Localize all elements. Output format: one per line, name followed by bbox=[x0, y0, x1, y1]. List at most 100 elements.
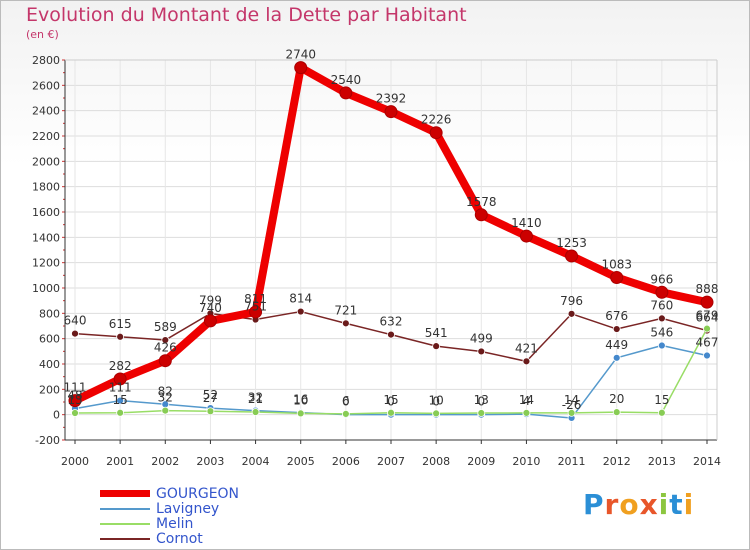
data-label-gourgeon: 811 bbox=[244, 292, 267, 306]
data-label-cornot: 615 bbox=[109, 317, 132, 331]
chart-data-labels: 1112824267408112740254023922226157814101… bbox=[64, 48, 719, 412]
data-point-lavigney bbox=[657, 341, 666, 350]
data-label-lavigney: 0 bbox=[342, 395, 350, 409]
y-tick-label: 2800 bbox=[32, 54, 60, 67]
data-point-lavigney bbox=[612, 353, 621, 362]
x-tick-label: 2002 bbox=[151, 455, 179, 468]
data-label-lavigney: 16 bbox=[293, 393, 308, 407]
data-point-cornot bbox=[477, 347, 486, 356]
data-point-gourgeon bbox=[294, 61, 308, 75]
data-label-lavigney: 0 bbox=[477, 395, 485, 409]
data-point-cornot bbox=[341, 319, 350, 328]
data-label-melin: 6 bbox=[342, 394, 350, 408]
chart-series bbox=[68, 61, 714, 422]
data-point-melin bbox=[612, 408, 621, 417]
data-point-melin bbox=[657, 408, 666, 417]
data-label-melin: 14 bbox=[519, 393, 534, 407]
data-label-melin: 13 bbox=[474, 393, 489, 407]
data-label-cornot: 541 bbox=[425, 326, 448, 340]
data-label-melin: 14 bbox=[564, 393, 579, 407]
logo-letter: x bbox=[639, 488, 659, 521]
data-label-gourgeon: 1410 bbox=[511, 216, 542, 230]
data-point-gourgeon bbox=[158, 354, 172, 368]
legend-item-cornot: Cornot bbox=[100, 531, 203, 547]
proxiti-logo: Proxiti bbox=[583, 488, 694, 521]
data-point-gourgeon bbox=[700, 295, 714, 309]
data-point-melin bbox=[71, 409, 79, 417]
data-point-melin bbox=[296, 409, 305, 418]
data-point-melin bbox=[116, 408, 125, 417]
x-tick-label: 2011 bbox=[558, 455, 586, 468]
x-tick-label: 2003 bbox=[196, 455, 224, 468]
y-tick-label: 1200 bbox=[32, 257, 60, 270]
x-tick-label: 2014 bbox=[693, 455, 721, 468]
data-label-lavigney: 48 bbox=[67, 389, 82, 403]
y-tick-label: 1600 bbox=[32, 206, 60, 219]
data-point-gourgeon bbox=[655, 285, 669, 299]
data-point-gourgeon bbox=[565, 249, 579, 263]
data-label-cornot: 799 bbox=[199, 293, 222, 307]
data-point-cornot bbox=[657, 314, 666, 323]
data-label-gourgeon: 966 bbox=[650, 272, 673, 286]
data-point-gourgeon bbox=[113, 372, 127, 386]
data-point-gourgeon bbox=[339, 86, 353, 100]
data-point-cornot bbox=[612, 325, 621, 333]
data-point-melin bbox=[161, 406, 170, 415]
data-point-cornot bbox=[432, 342, 441, 351]
data-point-cornot bbox=[522, 357, 531, 366]
data-label-gourgeon: 1253 bbox=[556, 236, 587, 250]
data-label-lavigney: 32 bbox=[248, 391, 263, 405]
data-label-cornot: 814 bbox=[289, 292, 312, 306]
legend-swatch bbox=[100, 522, 150, 525]
data-label-lavigney: 449 bbox=[605, 338, 628, 352]
data-label-gourgeon: 2740 bbox=[285, 48, 316, 62]
y-tick-label: 400 bbox=[39, 358, 60, 371]
x-tick-label: 2012 bbox=[603, 455, 631, 468]
data-label-cornot: 421 bbox=[515, 341, 538, 355]
y-tick-label: 600 bbox=[39, 333, 60, 346]
legend-item-melin: Melin bbox=[100, 516, 193, 532]
data-point-melin bbox=[567, 408, 576, 417]
y-tick-label: 2000 bbox=[32, 155, 60, 168]
logo-letter: i bbox=[658, 488, 670, 521]
x-tick-label: 2007 bbox=[377, 455, 405, 468]
data-point-gourgeon bbox=[519, 229, 533, 243]
legend-label: GOURGEON bbox=[156, 485, 240, 502]
y-tick-label: 1800 bbox=[32, 181, 60, 194]
y-tick-label: 1000 bbox=[32, 282, 60, 295]
data-point-cornot bbox=[116, 332, 125, 341]
chart-axes: -200020040060080010001200140016001800200… bbox=[32, 54, 721, 468]
x-tick-label: 2004 bbox=[242, 455, 270, 468]
data-point-gourgeon bbox=[384, 105, 398, 119]
x-tick-label: 2005 bbox=[287, 455, 315, 468]
data-label-gourgeon: 888 bbox=[696, 282, 719, 296]
data-label-cornot: 796 bbox=[560, 294, 583, 308]
data-point-cornot bbox=[567, 309, 576, 318]
data-label-lavigney: 0 bbox=[432, 395, 440, 409]
data-point-melin bbox=[522, 408, 531, 417]
data-label-gourgeon: 111 bbox=[64, 381, 87, 395]
data-label-cornot: 664 bbox=[696, 311, 719, 325]
data-point-lavigney bbox=[703, 351, 711, 360]
data-label-gourgeon: 740 bbox=[199, 301, 222, 315]
data-point-melin bbox=[432, 409, 441, 418]
data-label-lavigney: 546 bbox=[650, 326, 673, 340]
data-label-melin: 15 bbox=[383, 393, 398, 407]
data-label-cornot: 751 bbox=[244, 300, 267, 314]
data-label-gourgeon: 1083 bbox=[601, 257, 632, 271]
logo-letter: o bbox=[619, 488, 640, 521]
data-label-cornot: 632 bbox=[380, 315, 403, 329]
data-label-cornot: 640 bbox=[64, 314, 87, 328]
data-point-melin bbox=[387, 408, 395, 417]
x-tick-label: 2009 bbox=[467, 455, 495, 468]
data-label-melin: 679 bbox=[696, 309, 719, 323]
data-point-melin bbox=[341, 410, 350, 418]
data-label-cornot: 676 bbox=[605, 309, 628, 323]
data-point-gourgeon bbox=[68, 394, 82, 408]
data-label-lavigney: 0 bbox=[387, 395, 395, 409]
x-tick-label: 2000 bbox=[61, 455, 89, 468]
x-tick-label: 2006 bbox=[332, 455, 360, 468]
data-label-melin: 15 bbox=[113, 393, 128, 407]
